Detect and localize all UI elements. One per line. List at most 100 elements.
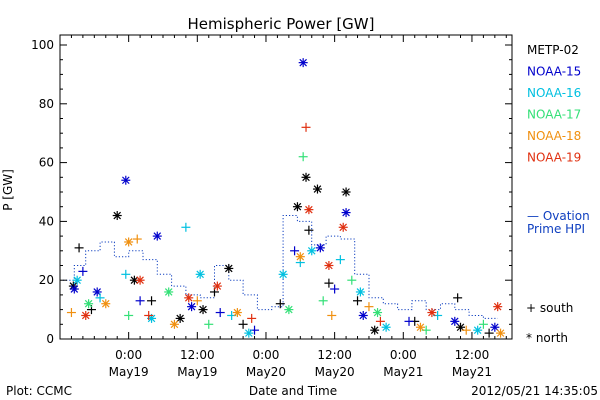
data-point [72,275,82,285]
legend-entry: NOAA-17 [527,108,581,122]
data-point [456,322,466,332]
data-point [69,284,79,294]
data-point [490,322,500,332]
axes-layer: 0 20 40 60 80 100 0:00 May19 12:00 May19 0:00 May20… [31,34,513,379]
data-point [181,222,191,232]
data-point [450,316,460,326]
data-point [353,296,363,306]
data-point [484,328,494,338]
data-point [358,310,368,320]
data-point [187,302,197,312]
data-point [175,313,185,323]
data-point [304,205,314,215]
data-point [318,296,328,306]
data-point [307,246,317,256]
data-point [84,299,94,309]
x-tick-time-label: 12:00 [455,348,490,362]
x-tick-date-label: May19 [109,365,149,379]
x-tick-date-label: May20 [246,365,286,379]
data-point [74,243,84,253]
data-point [453,293,463,303]
data-point [335,255,345,265]
data-point [364,302,374,312]
data-point [493,302,503,312]
x-tick-date-label: May21 [452,365,492,379]
footer-credit: Plot: CCMC [6,384,72,398]
data-point [427,308,437,318]
data-point [112,211,122,221]
x-axis-label: Date and Time [249,384,337,398]
x-tick-time-label: 12:00 [180,348,215,362]
data-point [95,293,105,303]
data-point [238,319,248,329]
data-point [324,278,334,288]
data-point [295,252,305,262]
data-point [215,308,225,318]
data-point [135,296,145,306]
data-point [244,328,254,338]
data-point [169,319,179,329]
data-point [184,293,194,303]
data-point [121,269,131,279]
legend-entry: METP-02 [527,43,579,57]
data-point [147,296,157,306]
data-point [66,308,76,318]
x-tick-time-label: 0:00 [115,348,142,362]
data-point [298,152,308,162]
data-point [461,325,471,335]
data-point [144,310,154,320]
series-legend: METP-02 NOAA-15 NOAA-16 NOAA-17 NOAA-18 NOAA-… [527,43,581,165]
data-point [81,310,91,320]
data-point [198,305,208,315]
data-point [135,275,145,285]
data-point [247,313,257,323]
y-tick-label: 40 [39,214,54,228]
symbol-legend-entry: * north [526,331,568,345]
ovation-legend-line2: Prime HPI [527,222,585,236]
legend-entry: NOAA-19 [527,151,581,165]
data-point [204,319,214,329]
data-point [312,184,322,194]
data-point [341,187,351,197]
data-point [124,237,134,247]
y-tick-label: 80 [39,97,54,111]
data-point [292,202,302,212]
y-tick-label: 60 [39,156,54,170]
y-tick-label: 0 [46,332,54,346]
data-point [290,246,300,256]
x-tick-time-label: 0:00 [252,348,279,362]
plot-frame [59,34,513,340]
x-tick-date-label: May21 [383,365,423,379]
y-tick-label: 20 [39,273,54,287]
data-point [278,269,288,279]
data-point [341,208,351,218]
x-tick-date-label: May19 [177,365,217,379]
data-point [152,231,162,241]
x-tick-date-label: May20 [315,365,355,379]
data-point [304,225,314,235]
data-point [164,287,174,297]
data-point [284,305,294,315]
data-point [301,122,311,132]
data-point [121,175,131,185]
legend-entry: NOAA-18 [527,129,581,143]
data-point [370,325,380,335]
data-point [373,308,383,318]
data-point [496,328,506,338]
y-tick-label: 100 [31,38,54,52]
data-point [78,266,88,276]
data-point [212,281,222,291]
data-point [347,275,357,285]
data-point [298,58,308,68]
chart-title: Hemispheric Power [GW] [188,15,375,33]
data-point [355,287,365,297]
data-point [124,310,134,320]
data-point [132,234,142,244]
x-tick-time-label: 12:00 [317,348,352,362]
data-point [381,322,391,332]
data-point [404,316,414,326]
symbol-legend: + south * north [526,301,573,345]
data-point [330,284,340,294]
data-point [324,261,334,270]
